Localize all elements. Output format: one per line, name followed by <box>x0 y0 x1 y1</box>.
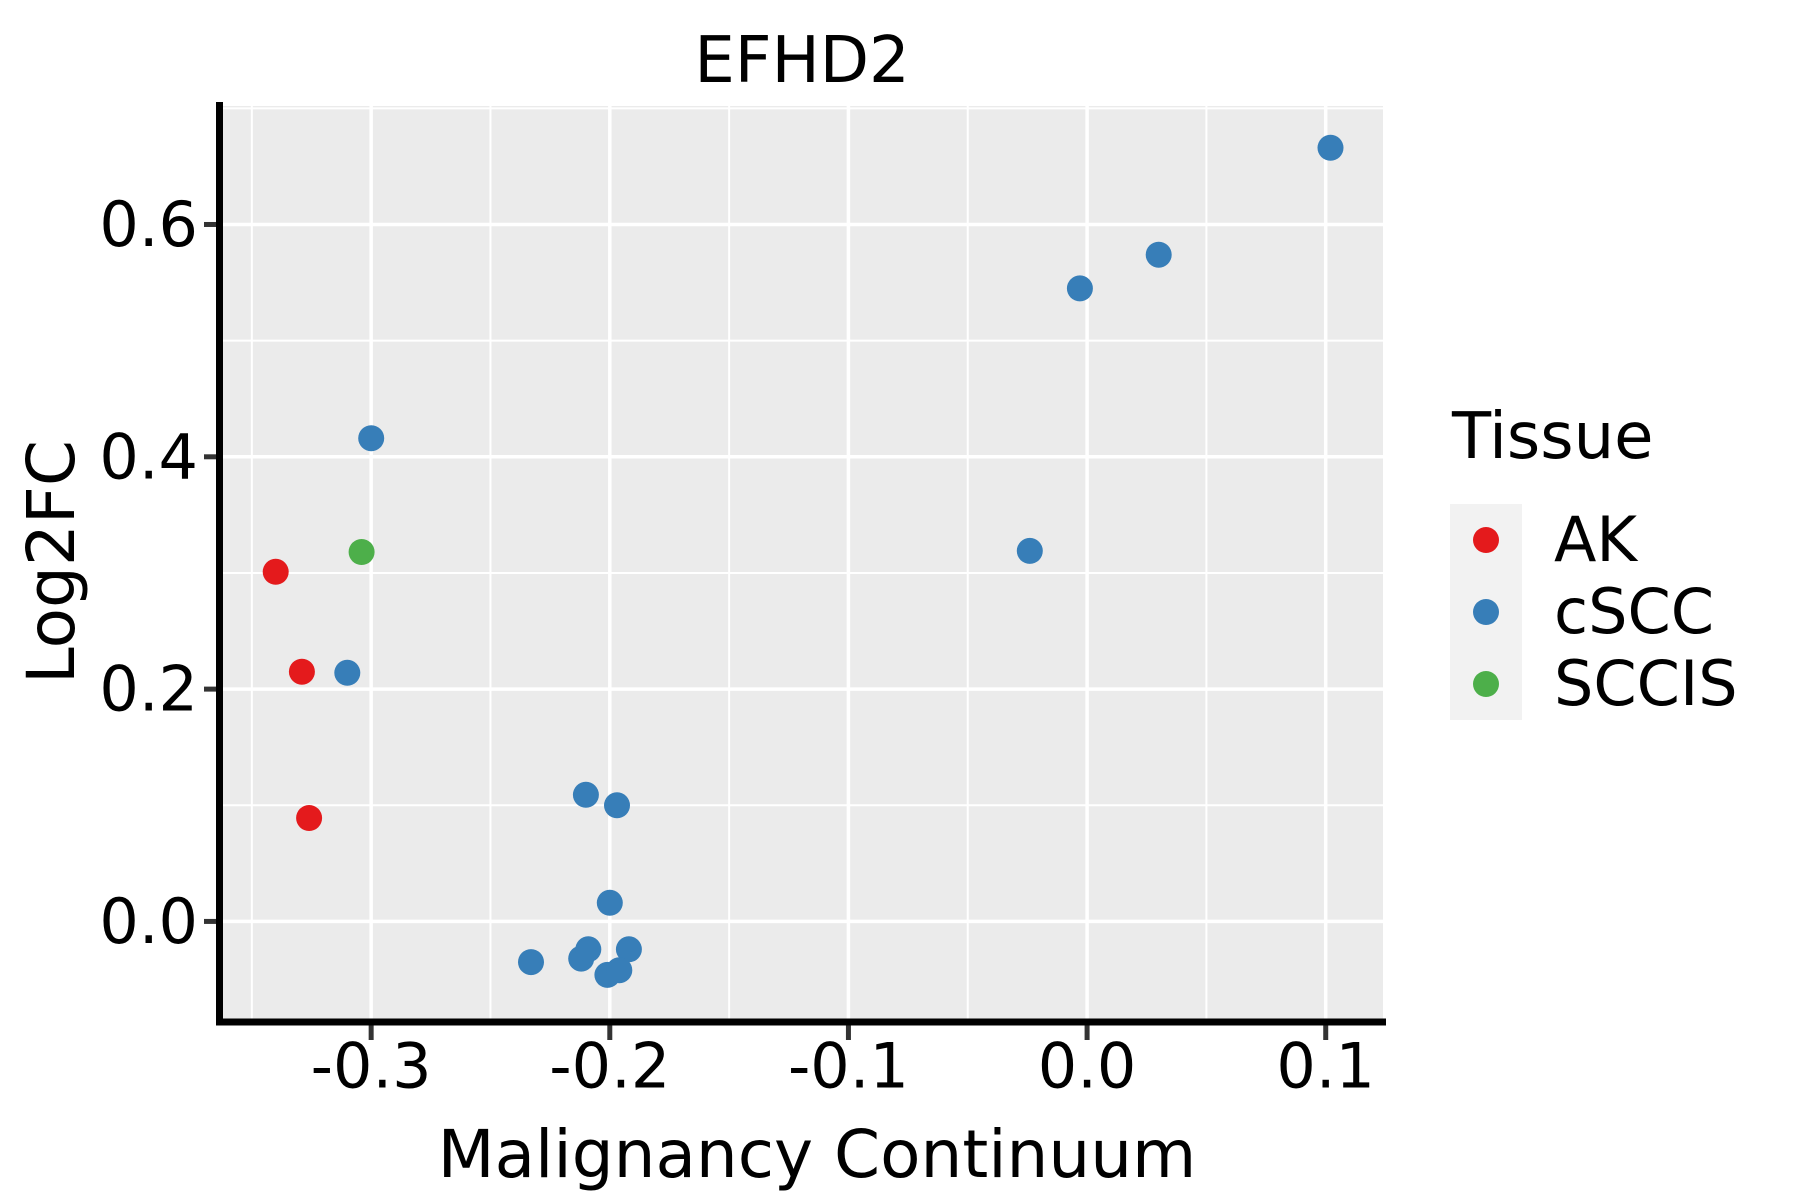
data-point-cSCC <box>1016 537 1043 564</box>
data-point-cSCC <box>615 936 642 963</box>
legend-items: AK cSCC SCCIS <box>1450 504 1738 720</box>
data-point-AK <box>262 558 289 585</box>
data-point-cSCC <box>572 781 599 808</box>
data-point-cSCC <box>606 957 633 984</box>
y-tick-label: 0.2 <box>99 653 198 726</box>
x-tick-label: 0.1 <box>1276 1030 1375 1103</box>
data-point-cSCC <box>604 792 630 819</box>
legend-label-cSCC: cSCC <box>1554 575 1715 648</box>
x-tick-label: 0.0 <box>1038 1030 1137 1103</box>
legend-swatch-AK <box>1473 527 1499 553</box>
x-tick-label: -0.3 <box>311 1030 432 1103</box>
legend-key-SCCIS <box>1450 648 1522 720</box>
legend-title: Tissue <box>1452 400 1654 474</box>
plot-panel <box>222 106 1383 1019</box>
legend-swatch-cSCC <box>1473 599 1499 625</box>
legend-item-SCCIS: SCCIS <box>1450 648 1738 720</box>
x-axis-title: Malignancy Continuum <box>437 1116 1197 1193</box>
legend-swatch-SCCIS <box>1473 671 1499 697</box>
data-point-AK <box>296 805 323 831</box>
legend-key-AK <box>1450 504 1522 576</box>
data-point-cSCC <box>358 425 385 452</box>
legend-key-cSCC <box>1450 576 1522 648</box>
data-point-cSCC <box>1145 241 1172 268</box>
x-tick-label: -0.1 <box>788 1030 909 1103</box>
x-tick-label: -0.2 <box>549 1030 670 1103</box>
data-point-cSCC <box>1066 275 1093 302</box>
data-point-cSCC <box>518 949 544 976</box>
data-point-cSCC <box>334 659 361 686</box>
legend: Tissue AK cSCC SCCIS <box>1450 405 1738 720</box>
chart-title: EFHD2 <box>694 24 910 98</box>
legend-item-cSCC: cSCC <box>1450 576 1738 648</box>
data-point-AK <box>288 658 315 685</box>
y-tick-label: 0.4 <box>99 420 198 493</box>
legend-label-SCCIS: SCCIS <box>1554 647 1738 720</box>
data-point-cSCC <box>596 889 623 916</box>
y-tick-label: 0.0 <box>99 885 198 958</box>
data-point-SCCIS <box>348 539 375 565</box>
data-point-cSCC <box>1317 134 1344 161</box>
data-point-cSCC <box>575 936 602 963</box>
legend-item-AK: AK <box>1450 504 1738 576</box>
y-tick-label: 0.6 <box>99 188 198 261</box>
legend-label-AK: AK <box>1554 503 1638 576</box>
y-axis-title: Log2FC <box>13 440 90 684</box>
